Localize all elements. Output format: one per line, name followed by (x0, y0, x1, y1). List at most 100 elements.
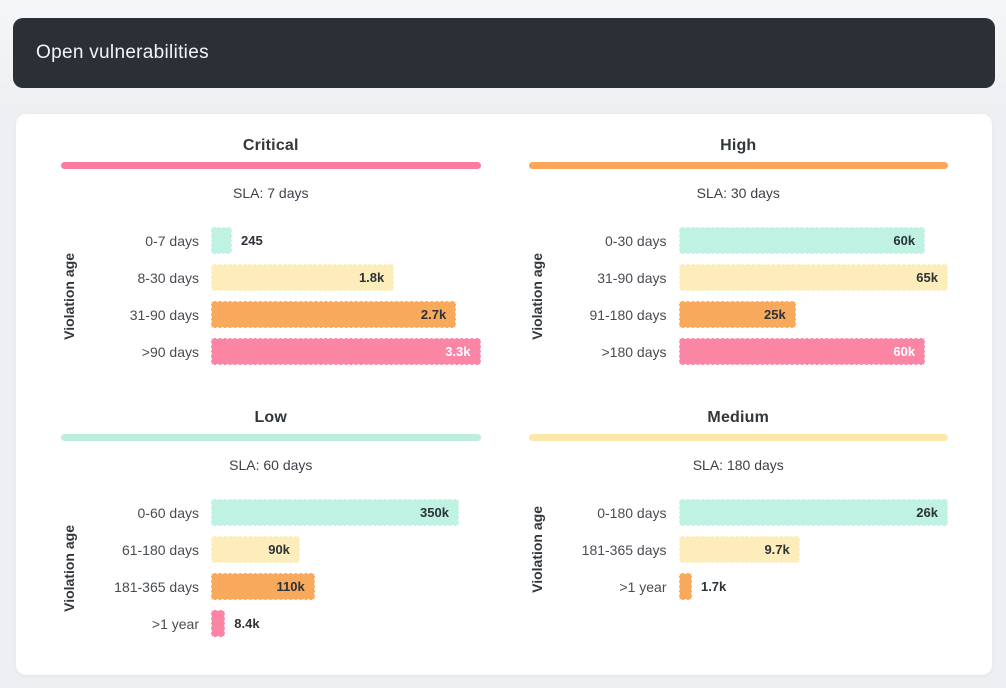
bar-high-1[interactable]: 65k (678, 264, 948, 291)
chart-accent-bar (61, 434, 481, 441)
vulnerabilities-card: Critical SLA: 7 days Violation age 0-7 d… (16, 114, 992, 675)
bar-low-0[interactable]: 350k (211, 499, 459, 526)
chart-row: 31-90 days 2.7k (79, 296, 481, 333)
bar-low-2[interactable]: 110k (211, 573, 315, 600)
value-label: 1.7k (700, 579, 727, 594)
value-label: 9.7k (764, 542, 790, 557)
bar-medium-1[interactable]: 9.7k (678, 536, 800, 563)
bar-low-1[interactable]: 90k (211, 536, 300, 563)
value-label: 65k (916, 270, 938, 285)
chart-row: 31-90 days 65k (547, 259, 948, 296)
value-label: 8.4k (234, 616, 260, 631)
chart-body: Violation age 0-7 days 245 8-30 days 1.8k 31… (61, 222, 481, 370)
chart-accent-bar (528, 162, 948, 169)
chart-rows: 0-30 days 60k 31-90 days 65k 91-180 days 25k >… (547, 222, 949, 370)
chart-sla-label: SLA: 60 days (229, 457, 313, 473)
bar-track: 350k (211, 499, 481, 526)
chart-row: 61-180 days 90k (79, 531, 481, 568)
chart-rows: 0-7 days 245 8-30 days 1.8k 31-90 days 2.7k >9… (79, 222, 481, 370)
bar-track: 90k (211, 536, 481, 563)
value-label: 2.7k (420, 307, 447, 322)
category-label: 91-180 days (589, 306, 667, 323)
bar-high-2[interactable]: 25k (678, 301, 796, 328)
bar-track: 26k (678, 499, 948, 526)
chart-row: 91-180 days 25k (547, 296, 949, 333)
value-label: 3.3k (445, 344, 471, 359)
chart-sla-label: SLA: 7 days (233, 185, 309, 201)
chart-accent-bar (528, 434, 948, 441)
chart-ylabel: Violation age (61, 252, 77, 340)
bar-track: 1.8k (211, 264, 481, 291)
bar-critical-2[interactable]: 2.7k (211, 301, 457, 328)
category-label: 31-90 days (597, 269, 667, 286)
value-label: 245 (241, 233, 263, 248)
category-label: 31-90 days (129, 306, 199, 323)
value-label: 60k (893, 233, 916, 248)
chart-row: >1 year 1.7k (547, 568, 949, 605)
chart-row: 181-365 days 110k (79, 568, 481, 605)
chart-accent-bar (61, 162, 481, 169)
chart-ylabel: Violation age (528, 506, 545, 593)
chart-ylabel: Violation age (528, 252, 545, 340)
chart-row: >180 days 60k (547, 333, 949, 370)
bar-critical-0[interactable] (211, 227, 233, 254)
bar-track: 2.7k (211, 301, 481, 328)
category-label: 181-365 days (114, 578, 199, 595)
chart-title: Low (254, 409, 288, 426)
bar-medium-0[interactable]: 26k (678, 499, 948, 526)
bar-track: 245 (211, 227, 481, 254)
value-label: 1.8k (358, 270, 385, 285)
bar-medium-2[interactable] (678, 573, 692, 600)
chart-title: Critical (242, 137, 299, 154)
chart-body: Violation age 0-60 days 350k 61-180 days 90… (61, 494, 481, 642)
chart-row: 0-60 days 350k (79, 494, 481, 531)
chart-sla-label: SLA: 30 days (696, 185, 780, 201)
bar-low-3[interactable] (211, 610, 226, 637)
chart-body: Violation age 0-30 days 60k 31-90 days 65k 9… (528, 222, 949, 370)
bar-track: 3.3k (211, 338, 481, 365)
chart-body: Violation age 0-180 days 26k 181-365 days 9… (528, 494, 949, 605)
severity-chart-medium: Medium SLA: 180 days Violation age 0-180… (528, 408, 949, 642)
bar-track: 65k (678, 264, 948, 291)
panel-header: Open vulnerabilities (13, 18, 995, 88)
value-label: 90k (268, 542, 290, 557)
chart-row: >1 year 8.4k (79, 605, 481, 642)
bar-track: 60k (678, 227, 949, 254)
bar-track: 110k (211, 573, 481, 600)
bar-track: 8.4k (211, 610, 481, 637)
bar-critical-3[interactable]: 3.3k (211, 338, 481, 365)
chart-row: >90 days 3.3k (79, 333, 481, 370)
category-label: 0-7 days (145, 232, 199, 249)
bar-track: 60k (678, 338, 949, 365)
value-label: 60k (893, 344, 916, 359)
bar-high-0[interactable]: 60k (678, 227, 926, 254)
category-label: >1 year (151, 615, 199, 632)
bar-track: 9.7k (678, 536, 949, 563)
bar-critical-1[interactable]: 1.8k (211, 264, 395, 291)
value-label: 110k (276, 579, 305, 594)
category-label: 61-180 days (121, 541, 199, 558)
category-label: 8-30 days (137, 269, 199, 286)
severity-chart-low: Low SLA: 60 days Violation age 0-60 days… (61, 408, 481, 642)
bar-high-3[interactable]: 60k (678, 338, 926, 365)
chart-ylabel: Violation age (61, 524, 77, 612)
category-label: 181-365 days (581, 541, 667, 558)
chart-row: 0-7 days 245 (79, 222, 481, 259)
chart-row: 0-30 days 60k (547, 222, 949, 259)
category-label: 0-180 days (597, 504, 667, 521)
severity-chart-high: High SLA: 30 days Violation age 0-30 day… (528, 136, 949, 370)
value-label: 350k (420, 505, 449, 520)
chart-title: Medium (707, 409, 770, 426)
category-label: 0-30 days (605, 232, 667, 249)
value-label: 25k (764, 307, 786, 322)
panel-title: Open vulnerabilities (36, 42, 209, 63)
chart-row: 0-180 days 26k (547, 494, 948, 531)
charts-grid: Critical SLA: 7 days Violation age 0-7 d… (16, 114, 992, 642)
category-label: >1 year (619, 578, 667, 595)
category-label: 0-60 days (137, 504, 199, 521)
category-label: >180 days (601, 343, 667, 360)
bar-track: 25k (678, 301, 949, 328)
chart-rows: 0-60 days 350k 61-180 days 90k 181-365 days 1… (79, 494, 481, 642)
chart-sla-label: SLA: 180 days (692, 457, 784, 473)
bar-track: 1.7k (678, 573, 949, 600)
